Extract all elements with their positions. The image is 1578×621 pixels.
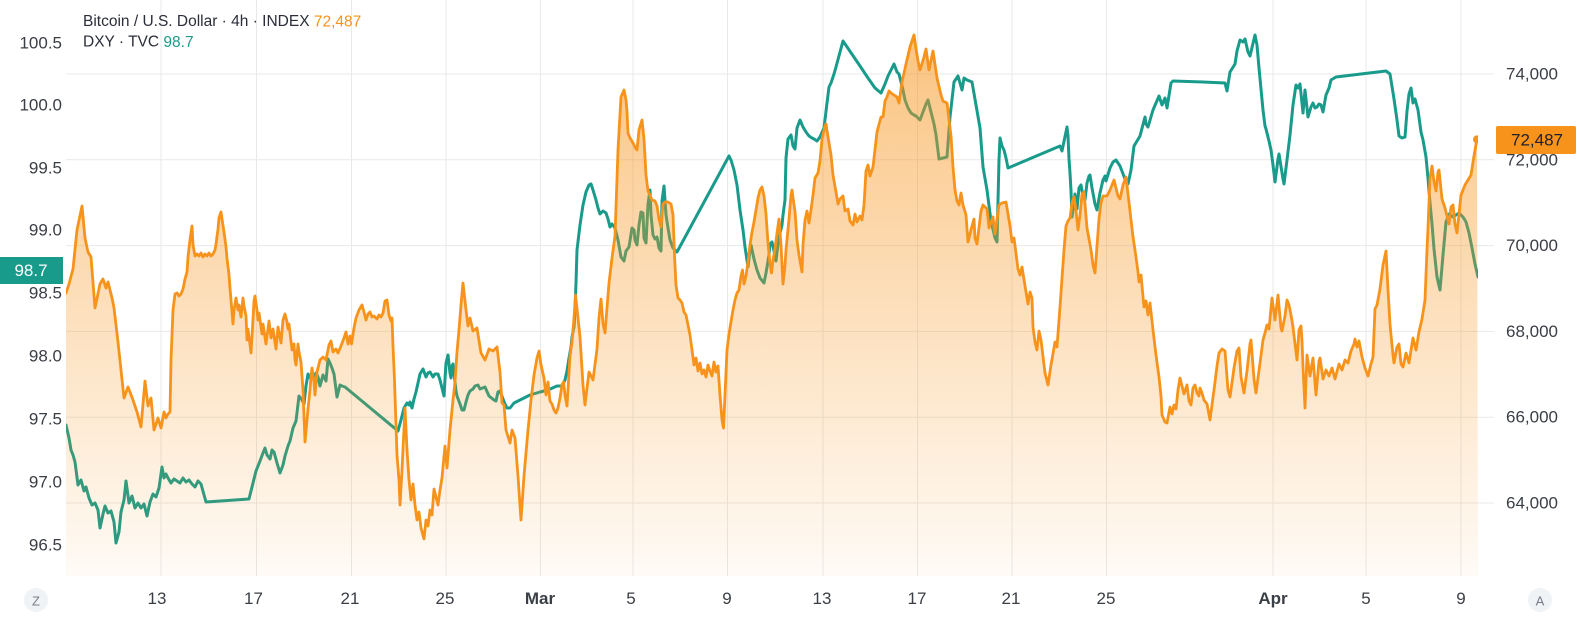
- svg-text:Apr: Apr: [1258, 589, 1288, 608]
- svg-text:Mar: Mar: [525, 589, 556, 608]
- svg-text:A: A: [1536, 594, 1545, 609]
- svg-text:72,487: 72,487: [1511, 131, 1563, 150]
- svg-text:13: 13: [148, 589, 167, 608]
- svg-text:DXY · TVC 98.7: DXY · TVC 98.7: [83, 34, 194, 51]
- svg-text:13: 13: [813, 589, 832, 608]
- svg-text:17: 17: [908, 589, 927, 608]
- svg-text:64,000: 64,000: [1506, 494, 1558, 513]
- svg-text:100.0: 100.0: [19, 96, 62, 115]
- svg-text:70,000: 70,000: [1506, 236, 1558, 255]
- svg-text:25: 25: [436, 589, 455, 608]
- svg-text:97.0: 97.0: [29, 473, 62, 492]
- svg-text:74,000: 74,000: [1506, 65, 1558, 84]
- svg-text:99.5: 99.5: [29, 159, 62, 178]
- svg-text:9: 9: [1456, 589, 1465, 608]
- svg-text:97.5: 97.5: [29, 410, 62, 429]
- svg-text:96.5: 96.5: [29, 536, 62, 555]
- svg-text:100.5: 100.5: [19, 34, 62, 53]
- svg-text:Bitcoin / U.S. Dollar · 4h · I: Bitcoin / U.S. Dollar · 4h · INDEX 72,48…: [83, 13, 361, 30]
- svg-text:68,000: 68,000: [1506, 322, 1558, 341]
- svg-text:21: 21: [341, 589, 360, 608]
- svg-text:21: 21: [1002, 589, 1021, 608]
- svg-text:9: 9: [722, 589, 731, 608]
- svg-text:99.0: 99.0: [29, 221, 62, 240]
- svg-text:5: 5: [1361, 589, 1370, 608]
- svg-text:98.0: 98.0: [29, 347, 62, 366]
- svg-text:72,000: 72,000: [1506, 150, 1558, 169]
- svg-text:98.5: 98.5: [29, 284, 62, 303]
- svg-text:25: 25: [1097, 589, 1116, 608]
- svg-text:98.7: 98.7: [14, 261, 47, 280]
- svg-text:66,000: 66,000: [1506, 408, 1558, 427]
- svg-text:17: 17: [244, 589, 263, 608]
- svg-text:5: 5: [626, 589, 635, 608]
- svg-text:Z: Z: [32, 594, 40, 609]
